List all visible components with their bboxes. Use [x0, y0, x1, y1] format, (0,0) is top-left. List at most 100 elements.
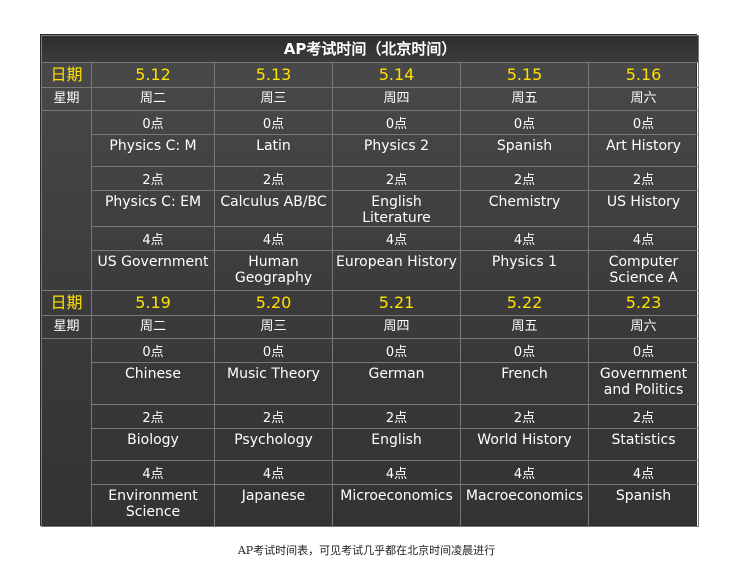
- exam-cell: Physics C: M: [91, 134, 215, 167]
- exam-cell: Physics C: EM: [91, 190, 215, 227]
- time-row: 2点 2点 2点 2点 2点: [42, 404, 700, 429]
- exam-row: Chinese Music Theory German French Gover…: [42, 362, 700, 405]
- exam-cell: Calculus AB/BC: [214, 190, 333, 227]
- weekday-cell: 周二: [91, 87, 215, 111]
- exam-cell: US Government: [91, 250, 215, 291]
- time-row: 2点 2点 2点 2点 2点: [42, 166, 700, 191]
- time-cell: 0点: [332, 110, 461, 135]
- time-row: 4点 4点 4点 4点 4点: [42, 226, 700, 251]
- weekday-cell: 周四: [332, 87, 461, 111]
- side-blank-cell: [41, 110, 92, 291]
- weekday-label: 星期: [41, 315, 92, 339]
- exam-cell: US History: [587, 190, 700, 227]
- exam-cell: Music Theory: [214, 362, 333, 405]
- exam-row: Physics C: EM Calculus AB/BC English Lit…: [42, 190, 700, 227]
- date-cell: 5.16: [587, 62, 700, 88]
- exam-cell: Art History: [587, 134, 700, 167]
- weekday-cell: 周五: [460, 87, 589, 111]
- time-cell: 0点: [587, 110, 700, 135]
- exam-cell: German: [332, 362, 461, 405]
- date-row-week2: 日期 5.19 5.20 5.21 5.22 5.23: [41, 290, 700, 316]
- exam-cell: European History: [332, 250, 461, 291]
- schedule-grid: AP考试时间（北京时间） 日期 5.12 5.13 5.14 5.15 5.16…: [40, 35, 700, 527]
- time-cell: 0点: [91, 338, 215, 363]
- time-cell: 4点: [91, 460, 215, 485]
- exam-cell: Government and Politics: [587, 362, 700, 405]
- exam-cell: Microeconomics: [332, 484, 461, 527]
- exam-cell: Statistics: [587, 428, 700, 461]
- date-cell: 5.13: [214, 62, 333, 88]
- exam-cell: French: [460, 362, 589, 405]
- date-label: 日期: [41, 62, 92, 88]
- time-cell: 4点: [332, 460, 461, 485]
- date-label: 日期: [41, 290, 92, 316]
- date-row-week1: 日期 5.12 5.13 5.14 5.15 5.16: [41, 62, 700, 88]
- exam-cell: English: [332, 428, 461, 461]
- date-cell: 5.22: [460, 290, 589, 316]
- time-row: 0点 0点 0点 0点 0点: [41, 110, 700, 291]
- date-cell: 5.15: [460, 62, 589, 88]
- time-cell: 4点: [587, 460, 700, 485]
- time-row: 4点 4点 4点 4点 4点: [42, 460, 700, 485]
- time-cell: 0点: [91, 110, 215, 135]
- exam-cell: Environment Science: [91, 484, 215, 527]
- time-cell: 0点: [332, 338, 461, 363]
- exam-cell: Latin: [214, 134, 333, 167]
- exam-cell: Computer Science A: [587, 250, 700, 291]
- weekday-row-week1: 星期 周二 周三 周四 周五 周六: [41, 87, 700, 111]
- time-cell: 0点: [460, 338, 589, 363]
- date-cell: 5.23: [587, 290, 700, 316]
- time-cell: 2点: [587, 166, 700, 191]
- exam-cell: Human Geography: [214, 250, 333, 291]
- time-cell: 4点: [332, 226, 461, 251]
- exam-cell: Macroeconomics: [460, 484, 589, 527]
- weekday-label: 星期: [41, 87, 92, 111]
- weekday-cell: 周二: [91, 315, 215, 339]
- time-cell: 2点: [460, 404, 589, 429]
- exam-cell: Chinese: [91, 362, 215, 405]
- time-cell: 0点: [587, 338, 700, 363]
- date-cell: 5.21: [332, 290, 461, 316]
- time-cell: 2点: [587, 404, 700, 429]
- date-cell: 5.19: [91, 290, 215, 316]
- exam-cell: Psychology: [214, 428, 333, 461]
- exam-cell: Biology: [91, 428, 215, 461]
- time-cell: 0点: [214, 110, 333, 135]
- time-cell: 0点: [214, 338, 333, 363]
- time-cell: 4点: [214, 226, 333, 251]
- exam-row: Environment Science Japanese Microeconom…: [42, 484, 700, 527]
- time-cell: 2点: [332, 404, 461, 429]
- weekday-cell: 周六: [587, 87, 700, 111]
- time-cell: 4点: [587, 226, 700, 251]
- time-cell: 4点: [460, 226, 589, 251]
- exam-cell: Physics 1: [460, 250, 589, 291]
- date-cell: 5.12: [91, 62, 215, 88]
- exam-cell: English Literature: [332, 190, 461, 227]
- weekday-cell: 周三: [214, 87, 333, 111]
- time-cell: 2点: [214, 404, 333, 429]
- exam-cell: Japanese: [214, 484, 333, 527]
- time-cell: 2点: [332, 166, 461, 191]
- table-title: AP考试时间（北京时间）: [40, 35, 700, 63]
- time-cell: 4点: [91, 226, 215, 251]
- weekday-cell: 周五: [460, 315, 589, 339]
- weekday-cell: 周三: [214, 315, 333, 339]
- time-row: 0点 0点 0点 0点 0点: [41, 338, 700, 527]
- exam-cell: Physics 2: [332, 134, 461, 167]
- weekday-cell: 周六: [587, 315, 700, 339]
- time-cell: 2点: [460, 166, 589, 191]
- exam-cell: Spanish: [460, 134, 589, 167]
- time-cell: 2点: [91, 404, 215, 429]
- date-cell: 5.20: [214, 290, 333, 316]
- exam-cell: Spanish: [587, 484, 700, 527]
- exam-cell: Chemistry: [460, 190, 589, 227]
- weekday-row-week2: 星期 周二 周三 周四 周五 周六: [41, 315, 700, 339]
- time-cell: 2点: [214, 166, 333, 191]
- time-cell: 0点: [460, 110, 589, 135]
- exam-row: US Government Human Geography European H…: [42, 250, 700, 291]
- time-cell: 4点: [460, 460, 589, 485]
- ap-exam-schedule-table: AP考试时间（北京时间） 日期 5.12 5.13 5.14 5.15 5.16…: [40, 34, 700, 527]
- exam-cell: World History: [460, 428, 589, 461]
- side-blank-cell: [41, 338, 92, 527]
- exam-row: Physics C: M Latin Physics 2 Spanish Art…: [42, 134, 700, 167]
